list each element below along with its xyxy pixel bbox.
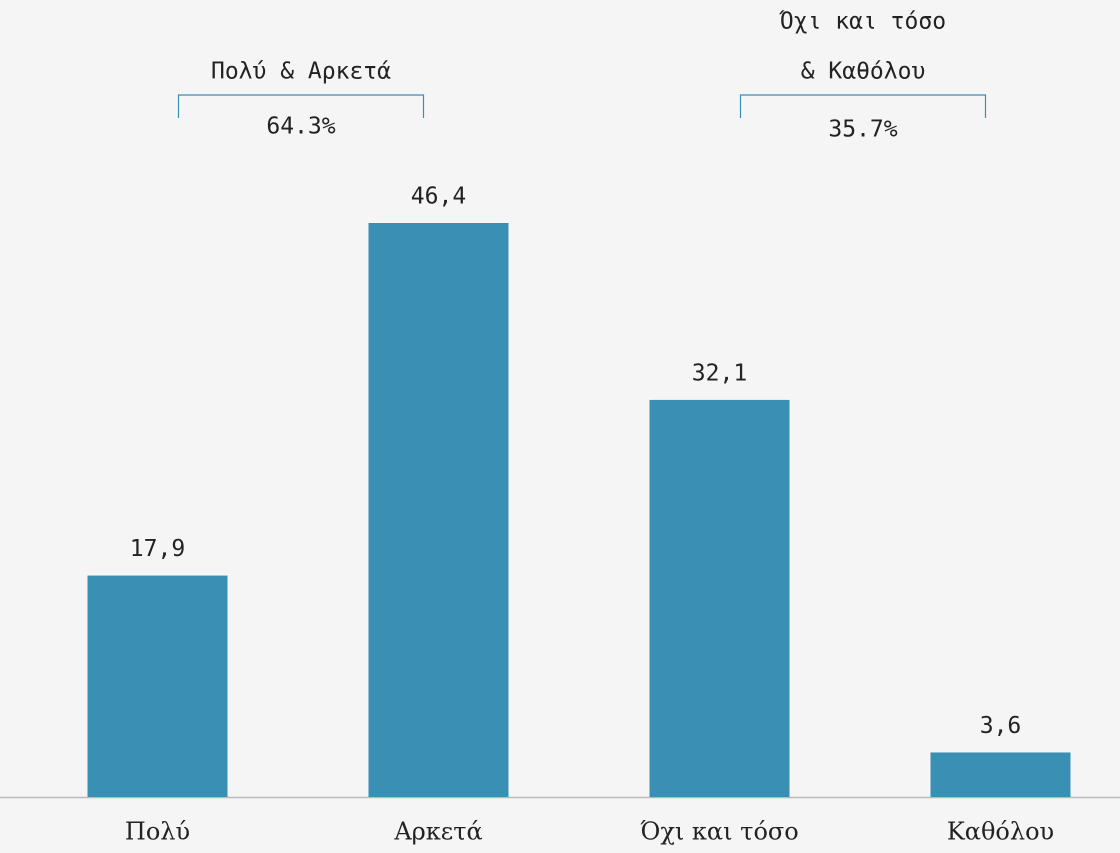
group-total: 35.7% [828, 117, 897, 143]
x-tick-label: Όχι και τόσο [640, 818, 798, 846]
group-bracket [177, 94, 425, 118]
value-label: 17,9 [130, 536, 185, 562]
group-label: Όχι και τόσο [779, 9, 946, 35]
bar [368, 223, 509, 797]
group-total: 64.3% [266, 114, 335, 140]
x-tick-label: Καθόλου [947, 818, 1054, 846]
group-label: Πολύ & Αρκετά [211, 59, 391, 85]
bar [87, 575, 228, 797]
bar [930, 752, 1071, 797]
group-label: & Καθόλου [801, 59, 926, 85]
value-label: 46,4 [411, 184, 466, 210]
x-tick-label: Αρκετά [393, 818, 482, 846]
value-label: 32,1 [692, 360, 747, 386]
x-tick-label: Πολύ [125, 818, 190, 846]
bar [649, 399, 790, 797]
group-bracket [739, 94, 987, 118]
value-label: 3,6 [980, 713, 1022, 739]
